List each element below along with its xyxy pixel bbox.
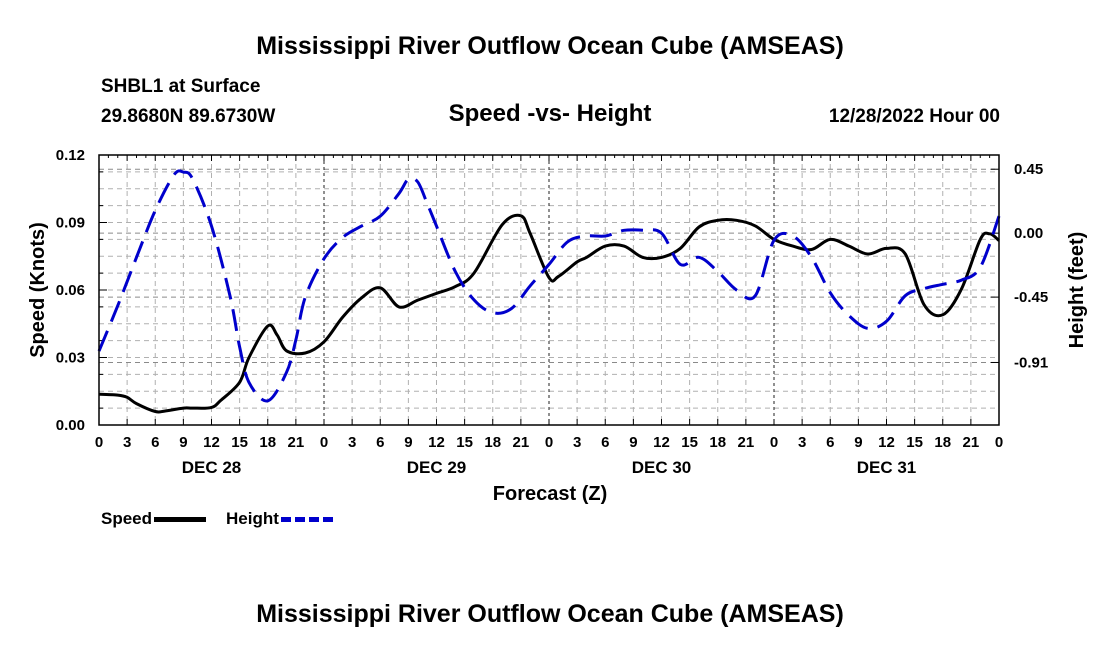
y-axis-label: Speed (Knots): [27, 222, 49, 358]
x-tick-label: 18: [934, 434, 951, 451]
series-line-speed: [98, 213, 1000, 414]
x-tick-label: 6: [376, 434, 384, 451]
x-tick-label: 18: [259, 434, 276, 451]
day-label: DEC 30: [632, 458, 692, 477]
x-tick-label: 15: [231, 434, 248, 451]
x-tick-label: 6: [151, 434, 159, 451]
x-tick-label: 18: [709, 434, 726, 451]
x-tick-label: 6: [826, 434, 834, 451]
y-tick-label: 0.06: [56, 282, 85, 299]
chart-subtitle: Speed -vs- Height: [448, 100, 652, 127]
station-label: SHBL1 at Surface: [101, 76, 261, 97]
legend: Speed Height: [101, 509, 333, 529]
x-tick-label: 15: [906, 434, 923, 451]
x-tick-label: 0: [320, 434, 328, 451]
y2-axis-label: Height (feet): [1066, 232, 1088, 349]
x-tick-label: 9: [179, 434, 187, 451]
x-tick-label: 0: [95, 434, 103, 451]
x-tick-label: 9: [854, 434, 862, 451]
legend-height-label: Height: [226, 509, 279, 528]
x-tick-label: 3: [798, 434, 806, 451]
x-tick-label: 12: [203, 434, 220, 451]
x-tick-label: 12: [653, 434, 670, 451]
series-group: [97, 169, 1001, 414]
x-axis-label: Forecast (Z): [493, 483, 607, 505]
legend-height-swatch: [280, 516, 333, 522]
x-tick-label: 3: [123, 434, 131, 451]
tick-labels: 0 3 6 9 12 15 18 21 0 3 6 9 12 15 18 21 0 3 6 9 12 15 18 21 0 3 6 9…: [56, 147, 1048, 477]
y-tick-label: 0.12: [56, 147, 85, 164]
x-tick-label: 18: [484, 434, 501, 451]
day-label: DEC 29: [407, 458, 467, 477]
x-tick-label: 21: [288, 434, 305, 451]
x-tick-label: 6: [601, 434, 609, 451]
timestamp-label: 12/28/2022 Hour 00: [828, 106, 1000, 127]
x-tick-label: 0: [770, 434, 778, 451]
y2-tick-label: -0.45: [1014, 289, 1048, 306]
y-tick-label: 0.03: [56, 350, 85, 367]
y-tick-label: 0.00: [56, 417, 85, 434]
x-tick-label: 21: [963, 434, 980, 451]
x-tick-label: 21: [513, 434, 530, 451]
x-tick-label: 9: [629, 434, 637, 451]
day-label: DEC 31: [857, 458, 917, 477]
x-tick-label: 0: [545, 434, 553, 451]
plot-frame: [98, 154, 1000, 426]
x-tick-label: 12: [428, 434, 445, 451]
x-tick-label: 0: [995, 434, 1003, 451]
x-tick-label: 9: [404, 434, 412, 451]
y2-tick-label: 0.00: [1014, 225, 1043, 242]
series-line-height: [97, 169, 1001, 403]
y2-tick-label: -0.91: [1014, 354, 1048, 371]
y-tick-label: 0.09: [56, 215, 85, 232]
x-tick-label: 15: [456, 434, 473, 451]
day-label: DEC 28: [182, 458, 242, 477]
day-separators: [323, 155, 775, 425]
x-tick-label: 21: [738, 434, 755, 451]
x-tick-label: 15: [681, 434, 698, 451]
x-tick-label: 3: [573, 434, 581, 451]
legend-speed-swatch: [154, 516, 207, 522]
footer-title: Mississippi River Outflow Ocean Cube (AM…: [256, 600, 844, 628]
legend-speed-label: Speed: [101, 509, 153, 528]
x-tick-label: 12: [878, 434, 895, 451]
coordinates-label: 29.8680N 89.6730W: [101, 106, 276, 127]
chart-title: Mississippi River Outflow Ocean Cube (AM…: [256, 32, 844, 60]
y2-tick-label: 0.45: [1014, 161, 1043, 178]
x-tick-label: 3: [348, 434, 356, 451]
